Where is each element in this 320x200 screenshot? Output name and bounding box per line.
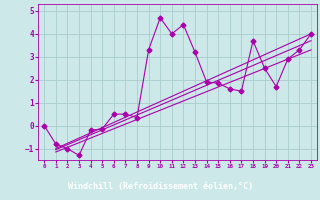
Text: Windchill (Refroidissement éolien,°C): Windchill (Refroidissement éolien,°C) (68, 182, 252, 192)
